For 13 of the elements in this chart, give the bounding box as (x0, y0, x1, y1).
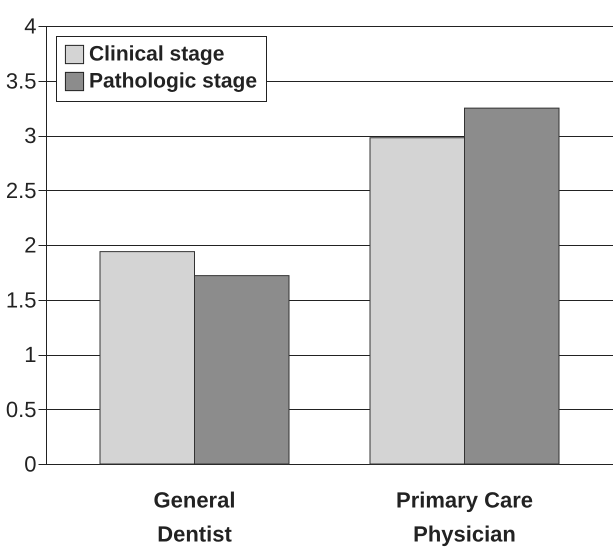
x-tick-label: Primary Care Physician (396, 488, 533, 546)
y-tick-label: 1.5 (6, 287, 36, 312)
y-tick-label: 4 (24, 14, 36, 38)
y-tick-label: 0.5 (6, 396, 36, 422)
y-tick-label: 1 (24, 342, 36, 367)
legend-label: Pathologic stage (89, 70, 258, 92)
y-tick-label: 2.5 (6, 178, 36, 203)
y-tick-label: 3.5 (6, 68, 36, 94)
legend-label: Clinical stage (89, 42, 224, 66)
y-tick-label: 2 (24, 232, 36, 258)
x-tick-label: General Dentist (154, 488, 236, 546)
y-tick-label: 3 (24, 123, 36, 148)
y-tick-label: 0 (24, 452, 36, 476)
